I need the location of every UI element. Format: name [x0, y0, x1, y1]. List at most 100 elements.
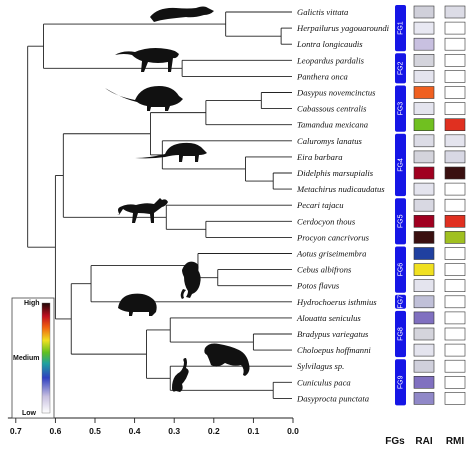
- species-label: Dasyprocta punctata: [296, 393, 369, 403]
- fg-label: FG1: [397, 21, 404, 35]
- fg-bar: [395, 133, 406, 197]
- functional-group-bars: FG1 FG2 FG3 FG4 FG5 FG6 FG7 FG8 FG9: [395, 5, 406, 406]
- species-label: Hydrochoerus isthmius: [296, 297, 377, 307]
- opossum-silhouette: [135, 142, 207, 162]
- species-label: Procyon cancrivorus: [296, 232, 370, 242]
- armadillo-silhouette: [105, 86, 183, 111]
- fg-bar: [395, 198, 406, 245]
- rmi-cell: [444, 150, 466, 164]
- rai-cell: [413, 21, 435, 35]
- species-label: Galictis vittata: [297, 7, 348, 17]
- capybara-silhouette: [118, 293, 157, 316]
- species-label: Cuniculus paca: [297, 377, 351, 387]
- species-label: Cabassous centralis: [297, 104, 367, 114]
- rmi-cell: [444, 215, 466, 228]
- sloth-silhouette: [204, 343, 250, 376]
- fg-bar: [395, 310, 406, 358]
- rmi-cell: [444, 295, 466, 309]
- axis-tick-label: 0.3: [168, 426, 180, 436]
- axis-tick-label: 0.0: [287, 426, 299, 436]
- fg-bar: [395, 246, 406, 293]
- axis-tick-label: 0.7: [10, 426, 22, 436]
- rmi-cell: [444, 37, 466, 51]
- rmi-cell: [444, 198, 466, 212]
- species-labels: Galictis vittata Herpailurus yagouaroundi…: [296, 7, 390, 403]
- rai-cell: [413, 247, 435, 260]
- rai-cell: [413, 70, 435, 83]
- fg-label: FG5: [397, 214, 404, 228]
- species-label: Potos flavus: [296, 281, 340, 291]
- fg-label: FG2: [397, 61, 404, 75]
- rai-cell: [413, 118, 435, 131]
- legend-gradient: [41, 302, 51, 414]
- rai-cell: [413, 134, 435, 148]
- fg-bar: [395, 85, 406, 132]
- rai-cell: [413, 327, 435, 341]
- species-label: Herpailurus yagouaroundi: [296, 23, 390, 33]
- species-label: Pecari tajacu: [296, 200, 344, 210]
- feline-silhouette: [115, 48, 179, 72]
- index-cells: [413, 5, 466, 405]
- column-headers: FGs RAI RMI: [385, 436, 464, 447]
- rmi-cell: [444, 231, 466, 244]
- species-label: Caluromys lanatus: [297, 136, 363, 146]
- color-scale-legend: High Medium Low: [11, 297, 55, 419]
- species-label: Panthera onca: [296, 71, 348, 81]
- header-fgs: FGs: [385, 436, 405, 447]
- fg-bar: [395, 359, 406, 406]
- fg-label: FG3: [397, 102, 404, 116]
- rai-cell: [413, 375, 435, 389]
- species-label: Cebus albifrons: [297, 265, 352, 275]
- fg-bar: [395, 294, 406, 309]
- rai-cell: [413, 102, 435, 115]
- rmi-cell: [444, 70, 466, 83]
- legend-medium: Medium: [13, 355, 39, 362]
- rmi-cell: [444, 5, 466, 19]
- rmi-cell: [444, 86, 466, 99]
- fg-label: FG9: [397, 375, 404, 389]
- fg-label: FG8: [397, 327, 404, 341]
- rai-cell: [413, 150, 435, 164]
- distance-axis: 0.7 0.6 0.5 0.4 0.3 0.2 0.1 0.0: [7, 417, 299, 436]
- rmi-cell: [444, 247, 466, 260]
- rai-cell: [413, 295, 435, 309]
- rmi-cell: [444, 166, 466, 180]
- species-label: Lontra longicaudis: [296, 39, 363, 49]
- canid-silhouette: [117, 198, 168, 223]
- rai-cell: [413, 279, 435, 293]
- fg-label: FG7: [397, 295, 404, 309]
- rai-cell: [413, 198, 435, 212]
- species-label: Metachirus nudicaudatus: [296, 184, 385, 194]
- axis-tick-label: 0.2: [208, 426, 220, 436]
- rmi-cell: [444, 343, 466, 357]
- animal-silhouettes: [105, 6, 250, 392]
- rmi-cell: [444, 182, 466, 196]
- rai-cell: [413, 215, 435, 228]
- legend-high: High: [24, 300, 40, 307]
- fg-label: FG6: [397, 263, 404, 277]
- header-rai: RAI: [415, 436, 432, 447]
- rai-cell: [413, 359, 435, 373]
- rmi-cell: [444, 359, 466, 373]
- rmi-cell: [444, 392, 466, 405]
- rai-cell: [413, 86, 435, 99]
- rmi-cell: [444, 53, 466, 67]
- legend-low: Low: [22, 410, 37, 417]
- fg-bar: [395, 53, 406, 84]
- rmi-cell: [444, 263, 466, 276]
- species-label: Aotus griseimembra: [296, 249, 366, 259]
- rabbit-silhouette: [172, 358, 189, 392]
- mustelid-silhouette: [150, 6, 214, 22]
- species-label: Eira barbara: [296, 152, 343, 162]
- rai-cell: [413, 343, 435, 357]
- species-label: Leopardus pardalis: [296, 55, 365, 65]
- species-label: Didelphis marsupialis: [296, 168, 374, 178]
- species-label: Sylvilagus sp.: [297, 361, 344, 371]
- rmi-cell: [444, 311, 466, 325]
- rai-cell: [413, 182, 435, 196]
- rmi-cell: [444, 21, 466, 35]
- species-label: Dasypus novemcinctus: [296, 88, 376, 98]
- axis-tick-label: 0.5: [89, 426, 101, 436]
- rai-cell: [413, 311, 435, 325]
